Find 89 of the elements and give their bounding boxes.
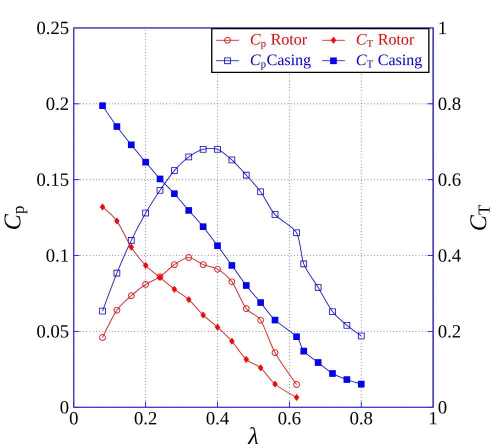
point — [200, 223, 206, 230]
point — [272, 380, 278, 388]
y-tick-label: 0.25 — [37, 21, 68, 34]
point — [185, 254, 192, 261]
point — [329, 308, 336, 315]
y2-tick-label: 0 — [438, 400, 446, 414]
y2-tick-label: 1 — [439, 22, 446, 34]
point — [128, 236, 135, 244]
y-tick-label: 0.1 — [46, 249, 68, 262]
x-tick-label: 1 — [430, 412, 437, 424]
point — [200, 146, 206, 152]
x-axis-title: λ — [248, 426, 258, 444]
point — [99, 334, 106, 341]
point — [214, 324, 220, 330]
point — [244, 356, 249, 363]
point — [228, 262, 236, 269]
point — [142, 280, 149, 288]
point — [293, 380, 300, 388]
point — [186, 296, 192, 303]
point — [128, 292, 135, 299]
point — [156, 186, 164, 194]
point — [258, 364, 264, 371]
point — [114, 306, 120, 314]
point — [344, 376, 350, 383]
point — [329, 370, 336, 377]
point — [314, 358, 322, 366]
y-tick-label: 0.2 — [46, 97, 68, 110]
point — [142, 158, 149, 166]
point — [293, 333, 300, 340]
point — [156, 175, 164, 182]
x-tick-label: 0.4 — [206, 412, 229, 424]
point — [294, 394, 300, 401]
x-tick-label: 0 — [70, 412, 78, 424]
y2-tick-label: 0.4 — [438, 249, 461, 262]
point — [314, 284, 322, 291]
point — [214, 266, 221, 272]
point — [114, 123, 120, 130]
point — [143, 262, 148, 269]
point — [214, 146, 221, 152]
point — [200, 261, 206, 268]
x-tick-label: 0.8 — [350, 412, 372, 424]
point — [257, 188, 264, 195]
point — [99, 102, 106, 109]
point — [293, 229, 300, 236]
y-tick-label: 0.05 — [37, 324, 68, 338]
legend-label: C$_{p}$ Rotor — [250, 34, 307, 49]
point — [229, 338, 234, 344]
point — [214, 242, 221, 249]
y-tick-label: 0 — [60, 400, 68, 414]
legend-label: C$_{T}$ Casing — [356, 54, 422, 68]
point — [128, 141, 135, 148]
legend-label: C$_{T}$ Rotor — [356, 34, 414, 47]
point — [171, 190, 178, 197]
point — [228, 156, 236, 164]
legend-label: C$_{p}$Casing — [250, 54, 311, 70]
point — [242, 305, 250, 312]
point — [257, 316, 264, 324]
point — [272, 349, 278, 356]
point — [171, 261, 178, 268]
point — [272, 316, 278, 324]
y-axis-title: C$_{p}$ — [4, 206, 28, 229]
x-tick-label: 0.2 — [134, 412, 156, 424]
point — [300, 260, 308, 268]
point — [242, 282, 250, 289]
point — [99, 308, 106, 314]
point — [114, 270, 120, 276]
point — [257, 299, 264, 306]
point — [242, 172, 250, 178]
y2-tick-label: 0.2 — [438, 324, 460, 338]
point — [300, 348, 308, 354]
point — [114, 217, 120, 224]
point — [100, 203, 106, 210]
y2-tick-label: 0.6 — [438, 173, 461, 186]
point — [358, 332, 365, 340]
point — [200, 312, 206, 318]
point — [185, 153, 192, 160]
point — [128, 244, 134, 250]
point — [185, 206, 192, 214]
point — [228, 278, 236, 285]
point — [171, 167, 178, 174]
y-tick-label: 0.15 — [37, 173, 68, 186]
y2-tick-label: 0.8 — [438, 97, 460, 110]
point — [358, 380, 365, 388]
point — [272, 211, 278, 218]
y2-axis-title: C$_{T}$ — [470, 204, 490, 230]
x-tick-label: 0.6 — [278, 412, 300, 424]
point — [172, 286, 177, 292]
point — [142, 210, 149, 216]
point — [344, 322, 350, 328]
